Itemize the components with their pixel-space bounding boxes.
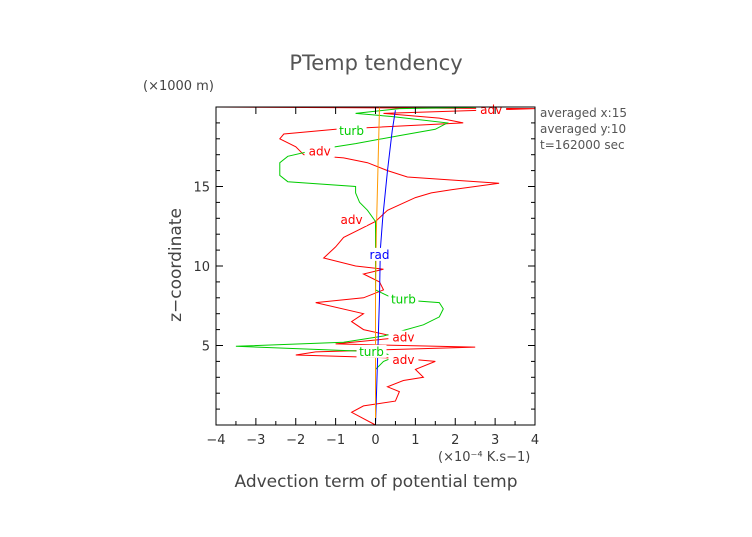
x-tick-label: 1	[411, 433, 419, 448]
info-line: t=162000 sec	[540, 138, 625, 152]
y-tick-label: 10	[193, 260, 210, 275]
series-label-bg	[336, 212, 367, 226]
x-tick-label: 0	[371, 433, 379, 448]
x-tick-label: −4	[206, 433, 225, 448]
series-adv-label: adv	[392, 331, 414, 345]
info-text-group: averaged x:15 averaged y:10 t=162000 sec	[540, 106, 627, 152]
series-turb-label: turb	[391, 292, 416, 306]
x-tick-label: 2	[451, 433, 459, 448]
series-group	[215, 106, 536, 426]
series-adv-line	[215, 106, 536, 426]
series-4-line	[375, 106, 380, 425]
series-adv-label: adv	[392, 353, 414, 367]
y-axis-unit: (×1000 m)	[143, 79, 214, 94]
series-label-bg	[356, 344, 387, 358]
x-axis-label: Advection term of potential temp	[234, 472, 517, 492]
x-tick-label: −2	[286, 433, 305, 448]
series-label-bg	[388, 352, 419, 366]
series-turb-label: turb	[339, 124, 364, 138]
x-tick-label: 4	[531, 433, 539, 448]
series-rad-label: rad	[370, 248, 390, 262]
series-label-bg	[476, 103, 507, 117]
chart-title: PTemp tendency	[289, 51, 462, 75]
series-adv-label: adv	[309, 145, 331, 159]
series-label-bg	[388, 292, 419, 306]
y-tick-label: 5	[202, 340, 210, 355]
series-adv-label: adv	[341, 213, 363, 227]
series-label-bg	[304, 144, 335, 158]
x-tick-label: −1	[326, 433, 345, 448]
info-line: averaged x:15	[540, 106, 627, 120]
x-tick-label: 3	[491, 433, 499, 448]
series-label-bg	[388, 330, 419, 344]
info-line: averaged y:10	[540, 122, 626, 136]
x-tick-label: −3	[246, 433, 265, 448]
x-axis-unit: (×10⁻⁴ K.s−1)	[438, 450, 530, 465]
series-turb-line	[235, 106, 496, 425]
y-axis-label: z−coordinate	[166, 208, 186, 322]
series-label-bg	[336, 123, 367, 137]
series-turb-label: turb	[359, 345, 384, 359]
ticks-group: −4 −3 −2 −1 0 1 2 3 4 5 10 15	[193, 107, 539, 448]
series-label-bg	[364, 247, 395, 261]
series-adv-label: adv	[480, 103, 502, 117]
y-tick-label: 15	[193, 181, 210, 196]
